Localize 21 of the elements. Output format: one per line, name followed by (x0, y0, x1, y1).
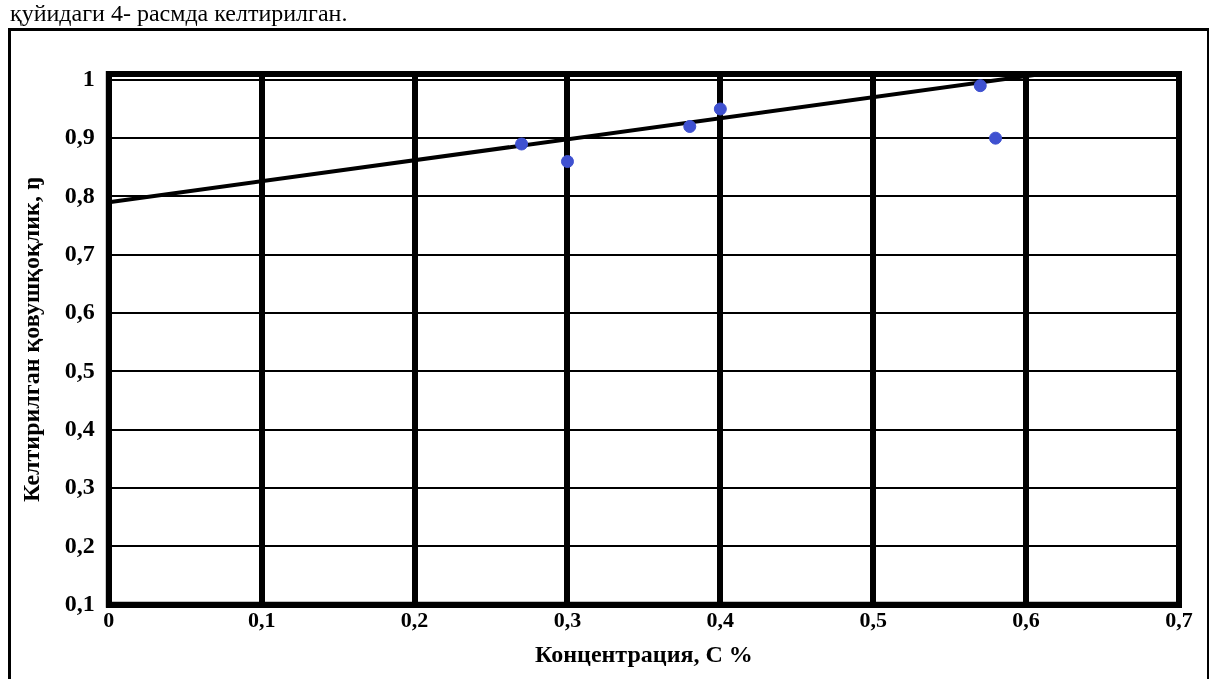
y-tick-label: 0,3 (64, 473, 95, 500)
text: қуйидаги 4- расмда келтирилган. (10, 0, 348, 26)
y-axis-title: Келтирилган қовушқоқлик, ŋ (17, 176, 44, 503)
y-tick-label: 0,7 (64, 240, 95, 267)
x-axis-title: Концентрация, С % (535, 640, 753, 667)
y-tick-label: 0,9 (64, 123, 95, 150)
y-tick-label: 0,4 (64, 415, 95, 442)
y-tick-label: 1 (82, 65, 95, 92)
x-tick-label: 0,6 (1012, 606, 1040, 632)
x-tick-label: 0,4 (706, 606, 735, 632)
x-tick-label: 0,7 (1165, 606, 1193, 632)
x-tick-label: 0,5 (859, 606, 887, 632)
y-tick-label: 0,8 (64, 181, 95, 208)
y-tick-label: 0,2 (64, 531, 95, 558)
x-tick-label: 0,1 (247, 606, 276, 632)
x-tick-label: 0 (103, 606, 115, 632)
x-tick-label: 0,2 (400, 606, 429, 632)
y-tick-label: 0,6 (64, 298, 95, 325)
x-tick-label: 0,3 (553, 606, 582, 632)
y-tick-label: 0,1 (64, 590, 95, 616)
y-tick-label: 0,5 (64, 356, 95, 383)
